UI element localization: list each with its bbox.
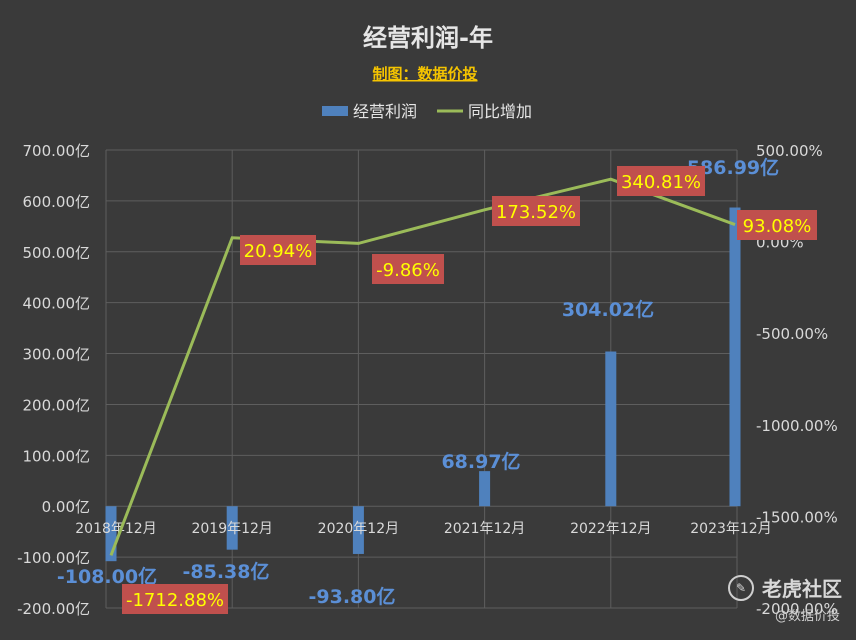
left-tick-label: -200.00亿 xyxy=(17,600,90,618)
bar-data-label: -85.38亿 xyxy=(183,560,270,583)
watermark: ✎ 老虎社区 xyxy=(728,573,842,602)
bar-data-label: -93.80亿 xyxy=(309,585,396,608)
line-label-box xyxy=(122,584,228,614)
bar-data-label: -108.00亿 xyxy=(57,565,157,588)
right-tick-label: -1500.00% xyxy=(756,508,838,526)
left-tick-label: 200.00亿 xyxy=(23,396,91,414)
left-tick-label: -100.00亿 xyxy=(17,549,90,567)
right-tick-label: -1000.00% xyxy=(756,417,838,435)
right-tick-label: 500.00% xyxy=(756,142,823,160)
x-tick-label: 2020年12月 xyxy=(318,521,399,537)
x-tick-label: 2023年12月 xyxy=(690,521,771,537)
x-tick-label: 2018年12月 xyxy=(75,521,156,537)
x-tick-label: 2019年12月 xyxy=(191,521,272,537)
bar-data-label: 304.02亿 xyxy=(562,298,654,321)
watermark-brand: 老虎社区 xyxy=(762,577,842,601)
bar-data-label: 586.99亿 xyxy=(687,156,779,179)
right-tick-label: -2000.00% xyxy=(756,600,838,618)
tiger-logo-icon: ✎ xyxy=(728,574,754,601)
line-data-label: -9.86% xyxy=(376,260,440,281)
line-data-label: 173.52% xyxy=(496,202,576,223)
bar-2023年12月 xyxy=(729,207,741,507)
line-label-box xyxy=(617,166,705,196)
left-tick-label: 300.00亿 xyxy=(23,346,91,364)
left-tick-label: 600.00亿 xyxy=(23,193,91,211)
line-data-label: 340.81% xyxy=(621,172,701,193)
left-tick-label: 700.00亿 xyxy=(23,142,91,160)
chart-title: 经营利润-年 xyxy=(363,24,493,52)
chart-subtitle: 制图：数据价投 xyxy=(372,65,477,83)
line-label-box xyxy=(737,210,817,240)
left-tick-label: 500.00亿 xyxy=(23,244,91,262)
legend-swatch-bar xyxy=(322,106,348,116)
line-label-box xyxy=(492,196,580,226)
bar-2020年12月 xyxy=(352,506,364,554)
left-tick-label: 400.00亿 xyxy=(23,295,91,313)
line-label-box xyxy=(240,235,316,265)
legend-label-bar: 经营利润 xyxy=(353,102,417,121)
left-tick-label: 0.00亿 xyxy=(42,498,90,516)
line-data-label: 93.08% xyxy=(743,216,812,237)
bar-2022年12月 xyxy=(605,351,617,507)
x-tick-label: 2021年12月 xyxy=(444,521,525,537)
x-tick-label: 2022年12月 xyxy=(570,521,651,537)
bar-data-label: 68.97亿 xyxy=(441,450,520,473)
line-data-label: -1712.88% xyxy=(126,590,224,611)
line-label-box xyxy=(372,254,444,284)
right-tick-label: -500.00% xyxy=(756,325,828,343)
line-series-yoy xyxy=(109,177,736,556)
left-tick-label: 100.00亿 xyxy=(23,447,91,465)
line-data-label: 20.94% xyxy=(244,241,313,262)
bar-2021年12月 xyxy=(479,471,491,507)
legend-label-line: 同比增加 xyxy=(468,102,532,121)
watermark-handle: @数据价投 xyxy=(774,609,840,624)
bar-2018年12月 xyxy=(105,506,117,562)
bar-2019年12月 xyxy=(226,506,238,550)
